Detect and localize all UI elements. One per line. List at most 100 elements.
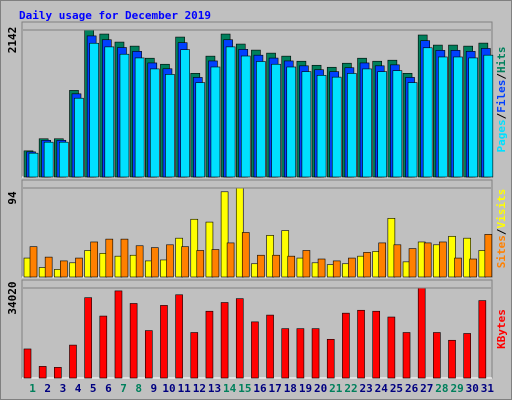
bar xyxy=(448,235,456,278)
bar xyxy=(38,366,47,379)
legend-label: Hits xyxy=(495,47,508,74)
bar xyxy=(257,254,265,278)
bar xyxy=(135,245,144,278)
legend-label: Visits xyxy=(495,189,508,229)
bar xyxy=(160,305,168,379)
x-tick-label: 18 xyxy=(284,382,297,395)
y-tick-label: 94 xyxy=(6,191,19,205)
x-tick-label: 23 xyxy=(360,382,373,395)
bar xyxy=(226,242,235,278)
x-tick-label: 2 xyxy=(44,382,51,395)
x-tick-label: 21 xyxy=(329,382,343,395)
bar xyxy=(43,141,54,178)
bar xyxy=(23,348,32,379)
bar xyxy=(44,256,53,278)
x-tick-label: 9 xyxy=(151,382,158,395)
y-tick-label: 34020 xyxy=(6,281,19,314)
legend: KBytes xyxy=(495,309,508,349)
legend-separator: / xyxy=(495,73,508,80)
bar xyxy=(347,73,357,178)
bar xyxy=(301,71,312,178)
bar xyxy=(438,56,448,178)
x-tick-label: 19 xyxy=(299,382,312,395)
bar xyxy=(417,287,426,379)
legend: Sites/Visits xyxy=(495,189,508,269)
bar xyxy=(342,312,350,379)
legend-separator: / xyxy=(495,112,508,119)
legend-label: Files xyxy=(495,80,508,113)
bar xyxy=(454,257,462,278)
legend-label: KBytes xyxy=(495,309,508,349)
bar xyxy=(302,250,311,278)
bar xyxy=(89,42,99,178)
bar xyxy=(84,297,92,379)
bar xyxy=(483,54,494,178)
bar xyxy=(29,246,38,278)
bar xyxy=(281,328,290,379)
bar xyxy=(393,244,402,278)
x-tick-label: 8 xyxy=(135,382,142,395)
x-tick-label: 10 xyxy=(162,382,175,395)
bar xyxy=(317,258,326,278)
bar xyxy=(463,333,471,379)
x-tick-label: 3 xyxy=(60,382,67,395)
bar xyxy=(28,152,39,178)
bar xyxy=(256,61,266,178)
bar xyxy=(407,82,418,178)
y-tick-label: 2142 xyxy=(6,27,19,54)
bar xyxy=(362,68,372,178)
x-tick-label: 25 xyxy=(390,382,403,395)
x-tick-label: 17 xyxy=(269,382,282,395)
bar xyxy=(144,330,153,379)
bar xyxy=(484,234,493,278)
bar xyxy=(463,237,471,278)
bar xyxy=(402,332,411,379)
bar xyxy=(439,241,447,278)
bar xyxy=(478,300,487,379)
bar xyxy=(235,298,244,379)
bar xyxy=(296,328,305,379)
bar xyxy=(286,66,297,178)
bar xyxy=(281,230,290,278)
bar xyxy=(120,238,129,278)
bar xyxy=(211,249,220,278)
bar xyxy=(348,257,356,278)
bar xyxy=(90,241,98,278)
bar xyxy=(372,310,381,379)
bar xyxy=(166,244,174,278)
x-tick-label: 31 xyxy=(481,382,495,395)
bar xyxy=(387,316,396,379)
bar xyxy=(287,255,296,278)
x-tick-label: 27 xyxy=(420,382,433,395)
bar xyxy=(326,338,335,379)
bar xyxy=(129,303,138,379)
bar xyxy=(69,344,77,379)
x-tick-label: 5 xyxy=(90,382,97,395)
bar xyxy=(74,97,84,178)
bar xyxy=(448,339,456,379)
x-tick-label: 15 xyxy=(238,382,251,395)
bar xyxy=(225,46,236,178)
bar xyxy=(181,246,189,278)
bar xyxy=(271,63,281,178)
bar xyxy=(377,71,388,178)
bar xyxy=(423,242,432,278)
bar xyxy=(240,55,251,178)
bar xyxy=(220,302,229,379)
x-tick-label: 22 xyxy=(344,382,357,395)
bar xyxy=(357,309,365,379)
bar xyxy=(105,238,114,278)
bar xyxy=(205,310,214,379)
bar xyxy=(175,294,183,379)
x-tick-label: 14 xyxy=(223,382,237,395)
bar xyxy=(54,367,62,379)
bar xyxy=(331,76,342,178)
bar xyxy=(251,321,259,379)
legend-label: Sites xyxy=(495,235,508,268)
x-tick-label: 7 xyxy=(120,382,127,395)
bar xyxy=(332,260,341,278)
x-tick-label: 13 xyxy=(208,382,221,395)
x-tick-label: 24 xyxy=(375,382,389,395)
bar xyxy=(150,247,159,278)
